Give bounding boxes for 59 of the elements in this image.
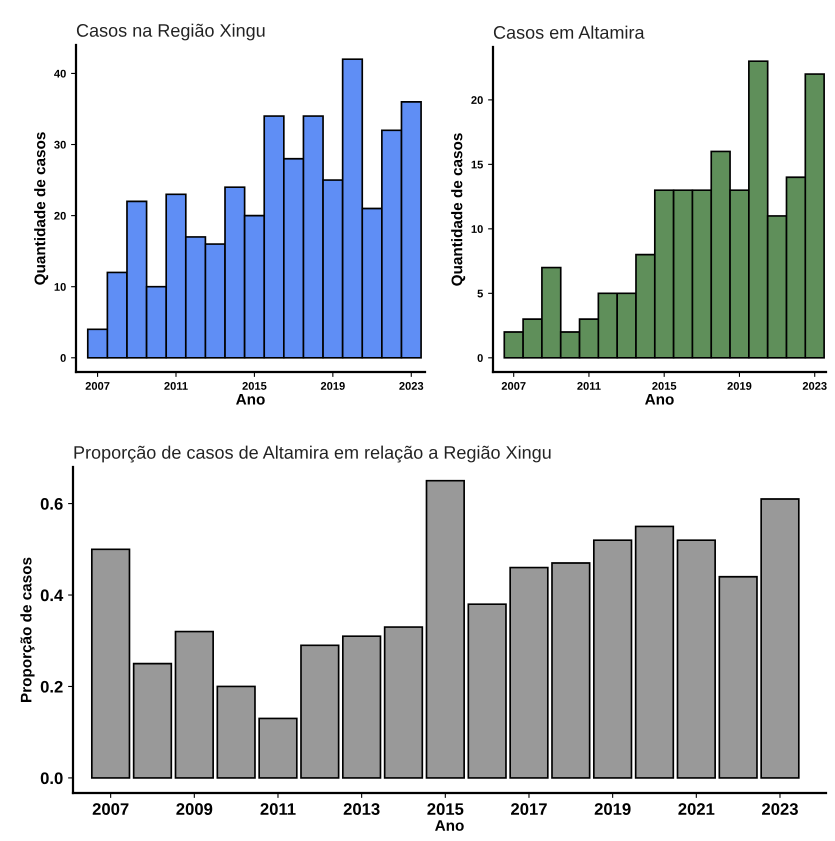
bar (174, 630, 214, 779)
x-tick-label: 2019 (594, 803, 631, 815)
bar (300, 644, 340, 779)
chart-title: Casos em Altamira (494, 26, 645, 39)
chart-title: Proporção de casos de Altamira em relação a Região Xingu (74, 446, 551, 462)
y-tick-label: 20 (54, 212, 66, 220)
bar (216, 686, 256, 779)
x-tick-label: 2019 (320, 382, 345, 390)
bar (718, 576, 758, 779)
x-tick-label: 2015 (652, 382, 676, 390)
y-axis-title: Quantidade de casos (451, 133, 466, 286)
x-tick-label: 2011 (577, 382, 601, 390)
x-tick-label: 2017 (511, 803, 547, 815)
x-tick-label: 2007 (92, 803, 128, 815)
bar (467, 603, 507, 779)
y-tick-label: 30 (54, 140, 66, 149)
y-tick-label: 0.0 (40, 772, 63, 784)
y-axis-title: Proporção de casos (20, 558, 35, 702)
bar (132, 662, 172, 779)
y-tick-label: 0.6 (40, 498, 63, 510)
x-tick-label: 2011 (260, 803, 296, 815)
y-tick-label: 0.4 (40, 589, 64, 602)
y-tick-label: 15 (472, 160, 483, 168)
x-tick-label: 2013 (344, 803, 380, 815)
bar (551, 562, 590, 779)
y-axis-title: Quantidade de casos (34, 132, 48, 285)
y-tick-label: 0 (478, 354, 483, 362)
bar (634, 526, 674, 779)
x-tick-label: 2015 (242, 382, 266, 390)
x-tick-label: 2009 (176, 803, 212, 815)
x-axis-title: Ano (435, 820, 464, 831)
bar (426, 480, 465, 779)
x-tick-label: 2007 (502, 382, 526, 390)
y-tick-label: 20 (471, 96, 483, 104)
x-tick-label: 2021 (678, 803, 714, 815)
x-tick-label: 2023 (399, 382, 424, 390)
y-tick-label: 10 (472, 225, 483, 233)
x-tick-label: 2015 (427, 803, 464, 815)
x-axis-title: Ano (645, 394, 674, 405)
y-tick-label: 10 (54, 282, 66, 291)
bar (90, 548, 130, 779)
y-tick-label: 40 (54, 70, 66, 78)
bar (760, 498, 800, 779)
bar (676, 539, 716, 779)
x-tick-label: 2011 (164, 382, 188, 390)
x-tick-label: 2023 (802, 382, 827, 390)
chart-title: Casos na Região Xingu (76, 24, 265, 40)
bar (258, 718, 298, 779)
x-tick-label: 2019 (727, 382, 752, 390)
x-axis-title: Ano (236, 394, 265, 405)
bar (509, 566, 549, 779)
bar (384, 626, 424, 779)
y-tick-label: 0.2 (40, 680, 63, 693)
bar (342, 635, 382, 779)
x-tick-label: 2023 (762, 803, 798, 815)
y-tick-label: 0 (60, 354, 66, 362)
x-tick-label: 2007 (86, 382, 110, 390)
bar (592, 539, 632, 779)
y-tick-label: 5 (477, 290, 483, 298)
